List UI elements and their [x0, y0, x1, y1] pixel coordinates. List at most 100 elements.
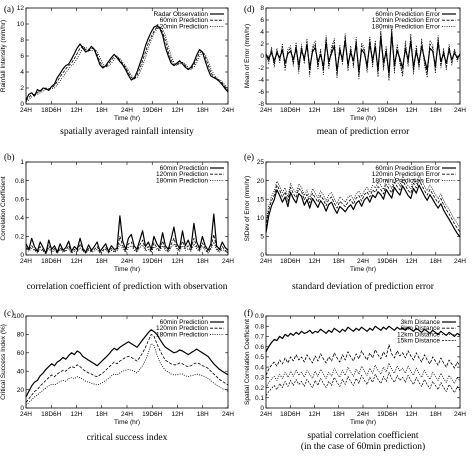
x-tick-label: 24H	[222, 258, 234, 265]
panel-caption: spatial correlation coefficient	[307, 430, 418, 441]
panel-caption: correlation coefficient of prediction wi…	[26, 281, 227, 292]
y-tick-label: 4	[20, 69, 24, 76]
series-line-2	[25, 333, 229, 403]
chart-panel-2: -8 -6 -4 -2 0 2 4 6 8 24H 18D6H 12H 18H 24H 19D6H 12H 18…	[244, 4, 466, 137]
legend-label: 120min Prediction Error	[372, 17, 441, 24]
y-tick-label: 20	[17, 387, 25, 394]
panel-caption: spatially averaged rainfall intensity	[60, 126, 194, 137]
y-tick-label: 0.2	[255, 385, 264, 392]
y-axis-label: Correlation Coefficient	[0, 176, 7, 240]
x-tick-label: 24H	[222, 411, 234, 418]
x-tick-label: 19D6H	[377, 107, 398, 114]
y-tick-label: 0.8	[15, 178, 24, 185]
y-tick-label: 2	[20, 85, 24, 92]
legend-label: 12km Distance	[397, 331, 440, 338]
x-tick-label: 18H	[197, 411, 209, 418]
series-line-1	[25, 25, 229, 101]
x-tick-label: 18D6H	[41, 258, 62, 265]
x-tick-label: 24H	[121, 107, 133, 114]
series-line-1	[25, 329, 229, 398]
y-axis-label: Mean of Error (mm/hr)	[244, 24, 251, 88]
panel-caption: mean of prediction error	[317, 126, 410, 137]
y-tick-label: 80	[17, 332, 25, 339]
x-tick-label: 18D6H	[280, 107, 301, 114]
x-tick-label: 18H	[333, 107, 345, 114]
series-line-4	[265, 371, 461, 396]
y-tick-label: 0.8	[255, 323, 264, 330]
x-axis-label: Time (hr)	[350, 266, 376, 273]
legend-label: 60min Prediction	[160, 17, 209, 24]
panel-caption: standard deviation of prediction error	[292, 281, 435, 292]
legend-label: 180min Prediction Error	[372, 177, 441, 184]
y-tick-label: 0.6	[255, 344, 264, 351]
y-axis-label: Rainfall Intensity (mm/hr)	[0, 20, 7, 92]
x-tick-label: 24H	[20, 411, 32, 418]
series-line-2	[25, 234, 229, 254]
y-tick-label: 5	[260, 234, 264, 241]
x-tick-label: 18H	[430, 258, 442, 265]
y-tick-label: 20	[257, 178, 265, 185]
x-tick-label: 24H	[454, 107, 466, 114]
panel-label: (d)	[244, 4, 255, 14]
y-tick-label: 0.4	[15, 215, 24, 222]
x-tick-label: 18D6H	[280, 258, 301, 265]
x-tick-label: 19D6H	[142, 411, 163, 418]
series-line-3	[25, 241, 229, 255]
y-tick-label: 0	[260, 405, 264, 412]
x-tick-label: 12H	[172, 107, 184, 114]
x-tick-label: 18H	[96, 107, 108, 114]
x-tick-label: 24H	[260, 411, 272, 418]
y-tick-label: 60	[17, 350, 25, 357]
x-tick-label: 19D6H	[142, 107, 163, 114]
y-tick-label: 4	[260, 29, 264, 36]
y-tick-label: -8	[258, 101, 264, 108]
x-tick-label: 19D6H	[142, 258, 163, 265]
x-tick-label: 18H	[430, 411, 442, 418]
y-tick-label: 0.9	[255, 313, 264, 320]
x-tick-label: 12H	[406, 411, 418, 418]
x-tick-label: 12H	[172, 411, 184, 418]
legend-label: 120min Prediction	[156, 171, 208, 178]
y-tick-label: 100	[13, 313, 24, 320]
x-tick-label: 12H	[309, 107, 321, 114]
legend-label: 6km Distance	[401, 325, 441, 332]
chart-panel-4: 0 5 10 15 20 25 24H 18D6H 12H 18H 24H 19D6H 12H 18H 24…	[244, 152, 466, 292]
x-tick-label: 12H	[172, 258, 184, 265]
y-tick-label: 6	[260, 17, 264, 24]
x-tick-label: 12H	[309, 258, 321, 265]
x-axis-label: Time (hr)	[350, 419, 376, 426]
x-tick-label: 19D6H	[377, 411, 398, 418]
legend-label: 180min Prediction Error	[372, 23, 441, 30]
x-tick-label: 24H	[20, 258, 32, 265]
y-tick-label: 0.7	[255, 334, 264, 341]
x-tick-label: 12H	[406, 107, 418, 114]
legend-label: 120min Prediction	[156, 325, 208, 332]
x-tick-label: 12H	[71, 411, 83, 418]
series-line-3	[265, 25, 461, 81]
y-tick-label: 8	[20, 37, 24, 44]
series-line-2	[265, 344, 461, 376]
legend-label: 120min Prediction	[156, 23, 208, 30]
panel-label: (e)	[244, 152, 254, 162]
series-line-1	[265, 325, 461, 353]
y-tick-label: 0.1	[255, 395, 264, 402]
y-tick-label: 0.4	[255, 364, 264, 371]
y-tick-label: 10	[17, 21, 25, 28]
x-tick-label: 24H	[357, 107, 369, 114]
y-tick-label: 0.3	[255, 375, 264, 382]
legend-label: 60min Prediction	[160, 319, 209, 326]
x-tick-label: 18H	[333, 258, 345, 265]
y-tick-label: 0.5	[255, 354, 264, 361]
y-tick-label: 1	[20, 159, 24, 166]
x-tick-label: 24H	[20, 107, 32, 114]
series-line-1	[25, 213, 229, 254]
x-tick-label: 24H	[357, 411, 369, 418]
panel-label: (f)	[244, 308, 253, 318]
y-tick-label: 6	[20, 53, 24, 60]
x-tick-label: 24H	[222, 107, 234, 114]
